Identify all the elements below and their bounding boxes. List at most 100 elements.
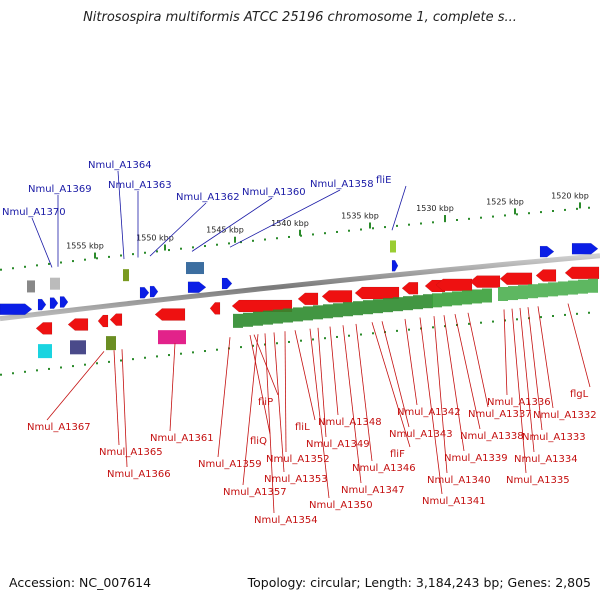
leader-line-top [117,170,125,260]
tick-dot-bottom [48,367,50,370]
leader-line-bottom [169,343,176,432]
tick-dot-bottom [168,354,170,357]
annotation-band [472,289,482,304]
annotation-band [253,311,263,326]
tick-dot-bottom [132,358,134,361]
gene-label-bottom: Nmul_A1333 [522,432,586,443]
tick-dot-top [84,258,86,261]
gene-label-top: Nmul_A1362 [176,192,240,203]
kbp-tick-label: 1530 kbp [416,204,454,213]
reverse-gene-arrow[interactable] [401,282,419,295]
reverse-gene-arrow[interactable] [354,286,400,300]
tick-dot-top [240,241,242,244]
leader-line-bottom [294,330,316,421]
annotation-band [373,299,383,314]
annotation-band [568,280,578,295]
tick-dot-top [468,217,470,220]
leader-line-bottom [273,332,285,473]
forward-gene-arrow[interactable] [539,245,555,258]
reverse-gene-arrow[interactable] [154,308,186,321]
tick-dot-bottom [288,340,290,343]
forward-gene-arrow[interactable] [0,303,33,315]
tick-dot-top [324,232,326,235]
tick-dot-top [360,228,362,231]
gene-label-bottom: Nmul_A1336 [487,397,551,408]
reverse-gene-arrow[interactable] [321,290,353,303]
reverse-gene-arrow[interactable] [209,302,221,315]
feature-block [27,280,35,293]
tick-dot-top [96,257,98,260]
leader-line-bottom [284,331,287,453]
gene-label-bottom: Nmul_A1353 [264,474,328,485]
tick-dot-top [228,242,230,245]
tick-dot-top [336,230,338,233]
reverse-gene-arrow[interactable] [67,318,89,331]
annotation-band [293,307,303,322]
feature-block [106,336,116,351]
forward-gene-arrow[interactable] [149,285,159,298]
feature-block [50,277,60,290]
tick-dot-top [372,227,374,230]
reverse-gene-arrow[interactable] [535,269,557,282]
tick-dot-bottom [276,342,278,345]
tick-dot-bottom [408,328,410,331]
leader-line-top [149,202,207,257]
tick-dot-bottom [108,360,110,363]
gene-label-bottom: Nmul_A1359 [198,459,262,470]
forward-gene-arrow[interactable] [571,242,599,255]
leader-line-bottom [404,318,418,406]
tick-dot-bottom [348,334,350,337]
reverse-gene-arrow[interactable] [469,275,501,288]
annotation-band [538,283,548,298]
reverse-gene-arrow[interactable] [35,322,53,335]
tick-dot-top [432,221,434,224]
annotation-band [548,282,558,297]
forward-gene-arrow[interactable] [221,277,233,290]
kbp-tick-label: 1520 kbp [551,191,589,200]
tick-dot-bottom [144,356,146,359]
reverse-gene-arrow[interactable] [297,292,319,306]
forward-gene-arrow[interactable] [49,297,59,309]
annotation-band [353,301,363,316]
gene-label-bottom: Nmul_A1334 [514,454,578,465]
reverse-gene-arrow[interactable] [435,278,473,292]
annotation-band [313,305,323,320]
annotation-band [263,310,273,325]
tick-dot-top [564,208,566,211]
gene-label-bottom: Nmul_A1366 [107,469,171,480]
tick-dot-top [516,213,518,216]
forward-gene-arrow[interactable] [59,296,69,308]
tick-dot-top [312,233,314,236]
tick-dot-top [540,211,542,214]
tick-dot-bottom [372,332,374,335]
annotation-band [528,284,538,299]
reverse-gene-arrow[interactable] [499,272,533,286]
gene-label-bottom: fliL [295,422,310,433]
forward-gene-arrow[interactable] [187,281,207,294]
tick-dot-bottom [480,321,482,324]
annotation-band [243,312,253,327]
chromosome-backbone [0,253,600,322]
reverse-gene-arrow[interactable] [109,313,123,326]
tick-dot-top [72,260,74,263]
tick-dot-bottom [396,329,398,332]
forward-gene-arrow[interactable] [37,298,47,311]
reverse-gene-arrow[interactable] [564,266,600,280]
tick-dot-top [168,249,170,252]
leader-line-bottom [419,317,443,495]
annotation-band [498,286,508,301]
gene-label-top: Nmul_A1369 [28,184,92,195]
forward-gene-arrow[interactable] [139,286,150,299]
annotation-band [383,298,393,313]
tick-dot-bottom [120,359,122,362]
annotation-band [508,286,518,301]
tick-dot-bottom [576,312,578,315]
tick-dot-bottom [156,355,158,358]
annotation-band [482,288,492,303]
reverse-gene-arrow[interactable] [97,314,109,328]
tick-dot-top [528,212,530,215]
leader-line-bottom [253,334,279,396]
forward-gene-arrow[interactable] [391,260,399,272]
gene-label-bottom: Nmul_A1332 [533,410,597,421]
